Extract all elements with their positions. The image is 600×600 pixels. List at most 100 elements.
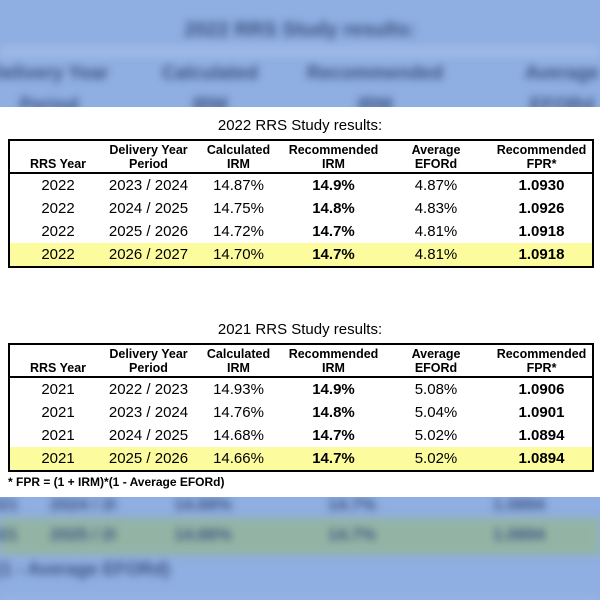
table-cell: 14.7%: [312, 223, 355, 240]
column-header: Delivery Year Period: [106, 140, 191, 174]
blurred-table-title: 2022 RRS Study results:: [184, 19, 416, 41]
column-header: RRS Year: [9, 140, 106, 174]
table-cell: 1.0901: [518, 404, 565, 421]
table-cell: 14.93%: [213, 381, 264, 398]
column-header: Calculated IRM: [191, 344, 286, 378]
table-cell: 1.0906: [518, 381, 565, 398]
fpr-formula-footnote: * FPR = (1 + IRM)*(1 - Average EFORd): [8, 475, 225, 489]
table-cell: 2024 / 2025: [108, 427, 189, 444]
column-header: Recommended FPR*: [491, 140, 593, 174]
blurred-cell-calc-2: 14.66%: [174, 525, 232, 544]
blurred-cell-year-2: 2021: [0, 525, 18, 544]
table-title-2022: 2022 RRS Study results:: [217, 117, 383, 134]
table-cell: 14.7%: [312, 246, 355, 263]
blurred-content-bottom: 2021 2024 / 2025 14.68% 14.7% 1.0894 202…: [0, 497, 600, 600]
blurred-cell-period-1: 2024 / 2025: [50, 497, 116, 514]
blurred-background-bottom: 2021 2024 / 2025 14.68% 14.7% 1.0894 202…: [0, 497, 600, 600]
column-header: Average EFORd: [381, 344, 491, 378]
table-cell: 14.8%: [312, 404, 355, 421]
table-cell: 5.08%: [414, 381, 458, 398]
highlighted-table-row: 2021 2025 / 2026 14.66% 14.7% 5.02% 1.0894: [9, 447, 593, 471]
blurred-cell-period-2: 2025 / 2026: [50, 525, 116, 544]
table-cell: 2022: [41, 177, 75, 194]
document-page: 2022 RRS Study results: RRS Year Delivery…: [0, 107, 600, 497]
table-cell: 14.7%: [312, 427, 355, 444]
table-cell: 2023 / 2024: [108, 177, 189, 194]
blurred-header-irm: IRM: [192, 95, 228, 107]
table-row: 2021 2022 / 2023 14.93% 14.9% 5.08% 1.0906: [9, 377, 593, 401]
rrs-2021-section: 2021 RRS Study results: RRS Year Delivery…: [0, 268, 600, 472]
table-cell: 14.72%: [213, 223, 264, 240]
table-cell: 14.68%: [213, 427, 264, 444]
table-cell: 14.9%: [312, 381, 355, 398]
blurred-bottom-edge: [0, 596, 600, 600]
column-header: Recommended IRM: [286, 140, 381, 174]
table-cell: 4.83%: [414, 200, 458, 217]
column-header: Calculated IRM: [191, 140, 286, 174]
table-cell: 4.81%: [414, 223, 458, 240]
blurred-cell-fpr-1: 1.0894: [493, 497, 545, 514]
rrs-2022-section: 2022 RRS Study results: RRS Year Delivery…: [0, 107, 600, 268]
table-cell: 14.70%: [213, 246, 264, 263]
table-cell: 5.04%: [414, 404, 458, 421]
table-cell: 14.75%: [213, 200, 264, 217]
table-row: 2022 2024 / 2025 14.75% 14.8% 4.83% 1.0926: [9, 197, 593, 220]
header-row: RRS Year Delivery Year Period Calculated IRM…: [9, 344, 593, 378]
table-cell: 14.7%: [312, 450, 355, 467]
table-row: 2022 2023 / 2024 14.87% 14.9% 4.87% 1.0930: [9, 173, 593, 197]
blurred-header-period: Period: [19, 95, 79, 107]
table-cell: 2026 / 2027: [108, 246, 189, 263]
table-cell: 2023 / 2024: [108, 404, 189, 421]
table-cell: 14.9%: [312, 177, 355, 194]
rrs-2021-table: RRS Year Delivery Year Period Calculated IRM…: [8, 343, 594, 472]
table-cell: 4.81%: [414, 246, 458, 263]
column-header: Delivery Year Period: [106, 344, 191, 378]
table-cell: 2021: [41, 404, 75, 421]
blurred-header-eford: EFORd: [529, 95, 595, 107]
blurred-header-irm2: IRM: [357, 95, 393, 107]
table-cell: 1.0918: [518, 246, 565, 263]
table-cell: 1.0894: [518, 450, 565, 467]
blurred-header-delivery-year: Delivery Year: [0, 63, 109, 84]
column-header: Average EFORd: [381, 140, 491, 174]
blurred-header-recommended: Recommended: [306, 63, 444, 84]
table-cell: 14.8%: [312, 200, 355, 217]
highlighted-table-row: 2022 2026 / 2027 14.70% 14.7% 4.81% 1.0918: [9, 243, 593, 267]
blurred-highlight-row: [0, 518, 600, 555]
blurred-cell-rec-1: 14.7%: [327, 497, 377, 514]
column-header: Recommended IRM: [286, 344, 381, 378]
blurred-content-top: 2022 RRS Study results: Delivery Year Ca…: [0, 0, 600, 107]
table-cell: 2025 / 2026: [108, 223, 189, 240]
table-cell: 14.76%: [213, 404, 264, 421]
table-cell: 2021: [41, 381, 75, 398]
table-row: 2021 2024 / 2025 14.68% 14.7% 5.02% 1.0894: [9, 424, 593, 447]
blurred-header-calculated: Calculated: [161, 63, 259, 84]
table-cell: 4.87%: [414, 177, 458, 194]
table-cell: 5.02%: [414, 427, 458, 444]
blurred-cell-year-1: 2021: [0, 497, 18, 514]
blurred-footnote: * FPR = (1 + IRM)*(1 - Average EFORd): [0, 559, 170, 579]
table-title-2021: 2021 RRS Study results:: [217, 321, 383, 338]
table-cell: 2022: [41, 223, 75, 240]
blurred-background-top: 2022 RRS Study results: Delivery Year Ca…: [0, 0, 600, 107]
table-cell: 2022: [41, 200, 75, 217]
table-cell: 1.0894: [518, 427, 565, 444]
blurred-cell-rec-2: 14.7%: [327, 525, 377, 544]
table-cell: 2025 / 2026: [108, 450, 189, 467]
header-row: RRS Year Delivery Year Period Calculated IRM…: [9, 140, 593, 174]
table-cell: 2022: [41, 246, 75, 263]
rrs-2022-table: RRS Year Delivery Year Period Calculated IRM…: [8, 139, 594, 268]
table-cell: 1.0930: [518, 177, 565, 194]
table-row: 2021 2023 / 2024 14.76% 14.8% 5.04% 1.0901: [9, 401, 593, 424]
blurred-cell-calc-1: 14.68%: [174, 497, 232, 514]
table-cell: 1.0918: [518, 223, 565, 240]
blurred-cell-fpr-2: 1.0894: [493, 525, 545, 544]
blurred-gap-band: [0, 45, 600, 58]
table-cell: 2021: [41, 427, 75, 444]
column-header: RRS Year: [9, 344, 106, 378]
blurred-header-average: Average: [524, 63, 600, 84]
table-row: 2022 2025 / 2026 14.72% 14.7% 4.81% 1.0918: [9, 220, 593, 243]
table-cell: 1.0926: [518, 200, 565, 217]
column-header: Recommended FPR*: [491, 344, 593, 378]
